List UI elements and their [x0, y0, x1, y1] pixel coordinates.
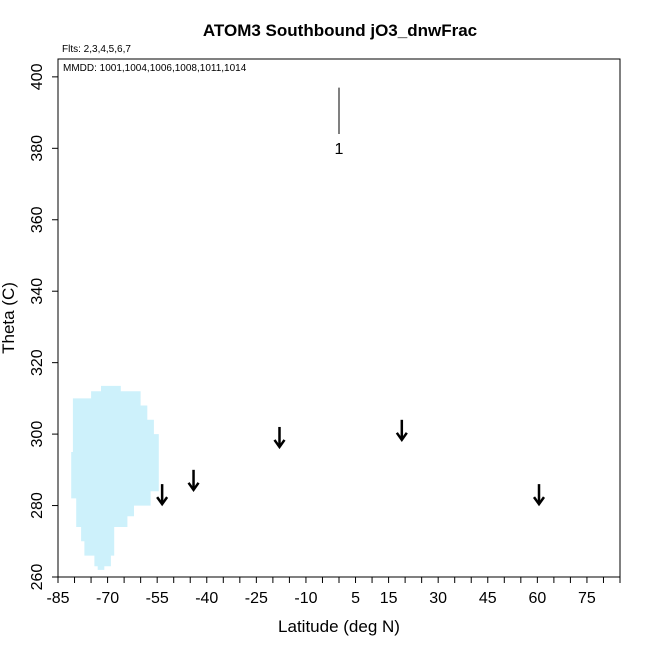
- x-tick-label: 5: [351, 590, 360, 607]
- arrow-layer: [156, 419, 546, 507]
- x-tick-label: 30: [429, 590, 447, 607]
- x-tick-label: 45: [479, 590, 497, 607]
- y-tick-label: 380: [29, 135, 46, 162]
- x-tick-label: -85: [46, 590, 69, 607]
- x-axis-label: Latitude (deg N): [278, 617, 400, 636]
- legend-layer: 1: [335, 87, 344, 158]
- x-tick-label: 60: [528, 590, 546, 607]
- x-tick-label: -55: [146, 590, 169, 607]
- y-tick-label: 400: [29, 63, 46, 90]
- down-arrow-1: [156, 484, 169, 507]
- y-tick-label: 360: [29, 206, 46, 233]
- x-tick-label: -10: [294, 590, 317, 607]
- down-arrow-4: [395, 419, 408, 442]
- x-tick-label: 75: [578, 590, 596, 607]
- x-tick-label: -40: [195, 590, 218, 607]
- legend-label: 1: [335, 141, 344, 158]
- y-tick-label: 300: [29, 421, 46, 448]
- x-tick-label: -70: [96, 590, 119, 607]
- flights-note: Flts: 2,3,4,5,6,7: [62, 44, 131, 55]
- x-tick-label: -25: [245, 590, 268, 607]
- y-tick-label: 320: [29, 349, 46, 376]
- dates-note: MMDD: 1001,1004,1006,1008,1011,1014: [63, 63, 247, 74]
- down-arrow-2: [187, 469, 200, 492]
- y-tick-label: 260: [29, 564, 46, 591]
- x-tick-label: 15: [380, 590, 398, 607]
- y-axis: 260 280 300 320 340 360 380 400: [29, 63, 59, 591]
- down-arrow-5: [532, 484, 546, 507]
- y-tick-label: 280: [29, 492, 46, 519]
- chart-title: ATOM3 Southbound jO3_dnwFrac: [203, 21, 477, 40]
- x-axis: -85 -70 -55 -40 -25 -10 5 15 30 45 60 75: [46, 576, 621, 607]
- down-arrow-3: [273, 426, 286, 450]
- data-region: [71, 385, 159, 570]
- y-tick-label: 340: [29, 278, 46, 305]
- y-axis-label: Theta (C): [0, 282, 18, 354]
- data-region-layer: [71, 385, 159, 570]
